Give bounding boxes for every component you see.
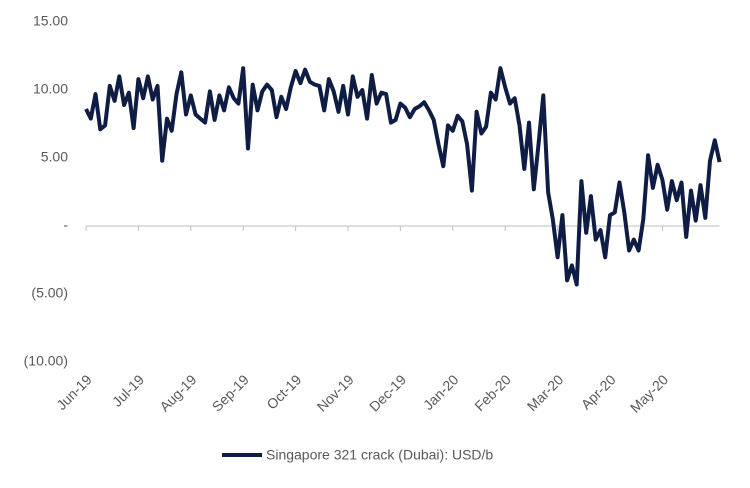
legend-label: Singapore 321 crack (Dubai): USD/b <box>266 447 493 463</box>
x-tick-label: Apr-20 <box>578 371 619 412</box>
y-tick-label: (10.00) <box>24 353 68 369</box>
data-line <box>84 66 722 287</box>
y-tick-label: (5.00) <box>31 285 68 301</box>
x-tick-label: Jun-19 <box>53 371 95 413</box>
y-tick-label: - <box>63 217 68 233</box>
x-tick-label: Feb-20 <box>471 371 514 414</box>
y-tick-label: 10.00 <box>33 81 68 97</box>
x-tick-label: Aug-19 <box>156 371 199 414</box>
x-tick-label: Oct-19 <box>263 371 304 412</box>
x-tick-label: May-20 <box>627 371 671 415</box>
y-tick-label: 5.00 <box>41 149 68 165</box>
x-tick-label: Sep-19 <box>209 371 252 414</box>
y-tick-label: 15.00 <box>33 13 68 29</box>
x-tick-label: Jan-20 <box>420 371 462 413</box>
x-tick-label: Jul-19 <box>109 371 147 409</box>
x-tick-label: Mar-20 <box>524 371 567 414</box>
x-tick-label: Nov-19 <box>314 371 357 414</box>
x-tick-label: Dec-19 <box>366 371 409 414</box>
